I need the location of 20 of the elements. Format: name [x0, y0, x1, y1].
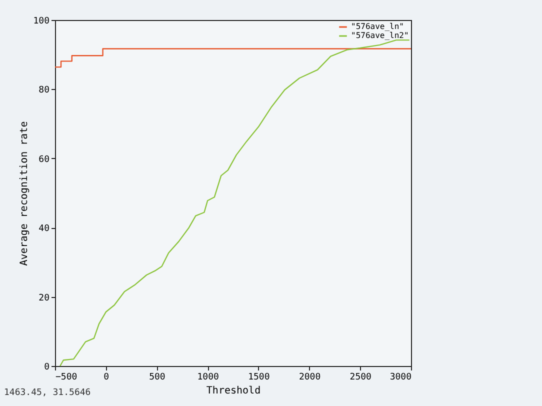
y-tick-label: 40 [38, 224, 50, 234]
x-tick-label: 1000 [197, 372, 219, 382]
text: 1463.45, 31.5646 [4, 388, 91, 398]
legend-label: "576ave_ln2" [351, 31, 409, 40]
y-tick-label: 60 [38, 154, 50, 165]
y-tick-label: 0 [44, 362, 50, 372]
legend-label: "576ave_ln" [351, 22, 404, 31]
x-tick-label: 1500 [248, 372, 270, 382]
y-tick-label: 20 [38, 293, 50, 304]
x-tick-label: 2000 [298, 372, 321, 382]
x-tick-label: 3000 [390, 372, 412, 382]
x-tick-label: −500 [56, 372, 78, 382]
x-tick-label: 2500 [350, 372, 372, 382]
x-tick-label: 500 [149, 372, 166, 382]
x-tick-label: 0 [104, 372, 110, 382]
x-axis-title: Threshold [206, 386, 261, 396]
line-series [59, 39, 410, 367]
y-tick-label: 100 [33, 16, 50, 26]
y-tick-label: 80 [38, 86, 50, 96]
y-axis-title: Average recognition rate [19, 121, 30, 266]
